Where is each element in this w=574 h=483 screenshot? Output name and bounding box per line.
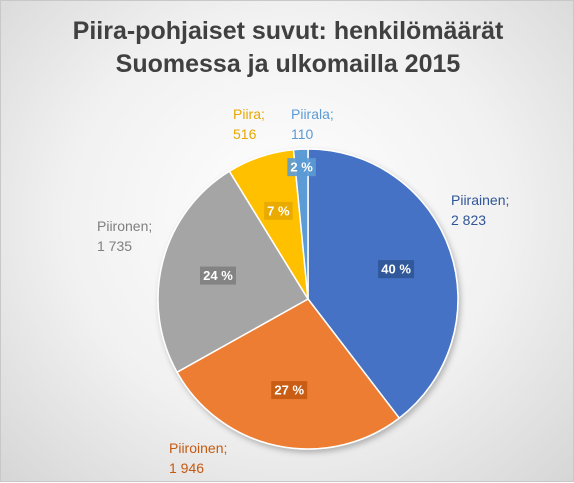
percent-label-box-piiroinen — [271, 381, 308, 400]
category-label-piiroinen: Piiroinen; 1 946 — [169, 440, 227, 476]
percent-label-piironen: 24 % — [203, 268, 233, 283]
category-label-piirainen: Piirainen; 2 823 — [451, 192, 509, 228]
pie-slices — [157, 148, 459, 450]
category-label-piironen: Piironen; 1 735 — [97, 218, 152, 254]
chart-title-line-2: Suomessa ja ulkomailla 2015 — [115, 50, 461, 78]
percent-label-box-piirala — [287, 158, 316, 177]
category-label-piirala: Piirala; 110 — [291, 106, 334, 142]
pie-slice-piiroinen — [176, 298, 401, 450]
chart-title: Piira-pohjaiset suvut: henkilömäärät Suo… — [1, 15, 574, 81]
percent-label-box-piira — [264, 201, 293, 220]
percent-label-piirala: 2 % — [290, 160, 313, 175]
chart-title-line-1: Piira-pohjaiset suvut: henkilömäärät — [72, 17, 504, 45]
percent-label-box-piironen — [199, 266, 236, 285]
percent-label-piira: 7 % — [267, 203, 290, 218]
percent-label-piiroinen: 27 % — [274, 383, 304, 398]
pie-slice-piirainen — [307, 148, 459, 420]
percent-label-box-piirainen — [378, 260, 415, 279]
percent-label-piirainen: 40 % — [381, 262, 411, 277]
pie-slice-piirala — [292, 148, 309, 300]
category-label-piira: Piira; 516 — [233, 106, 265, 142]
